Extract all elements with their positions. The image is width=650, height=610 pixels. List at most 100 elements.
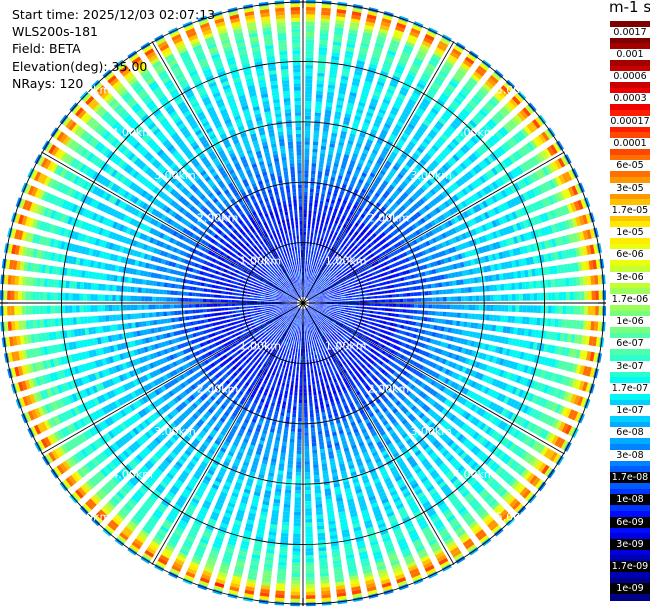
- range-gate: [450, 304, 454, 310]
- range-gate: [293, 515, 301, 520]
- range-gate: [305, 551, 314, 556]
- range-gate: [317, 233, 321, 238]
- range-gate: [329, 180, 335, 185]
- range-gate: [352, 77, 361, 84]
- range-gate: [318, 229, 322, 234]
- range-gate: [313, 130, 320, 135]
- range-gate: [308, 253, 311, 258]
- range-gate: [435, 290, 440, 295]
- range-gate: [500, 294, 505, 301]
- range-gate: [317, 61, 326, 67]
- range-gate: [303, 228, 307, 232]
- range-gate: [306, 268, 309, 272]
- range-gate: [327, 304, 331, 306]
- range-gate: [303, 359, 306, 364]
- range-gate: [324, 223, 328, 229]
- range-gate: [304, 108, 312, 113]
- range-gate: [304, 170, 309, 174]
- range-gate: [316, 365, 320, 370]
- range-gate: [317, 65, 326, 70]
- range-gate: [303, 213, 307, 218]
- range-gate: [352, 283, 357, 287]
- range-gate: [304, 155, 310, 160]
- range-gate: [382, 14, 393, 21]
- range-gate: [306, 279, 308, 283]
- range-gate: [453, 312, 458, 318]
- range-gate: [301, 341, 303, 346]
- range-gate: [296, 453, 302, 458]
- range-gate: [316, 350, 319, 355]
- range-gate: [307, 264, 309, 269]
- range-gate: [355, 311, 359, 315]
- range-gate: [346, 170, 352, 176]
- range-gate: [317, 174, 322, 179]
- range-gate: [576, 305, 581, 315]
- range-gate: [327, 88, 335, 93]
- range-gate: [319, 300, 324, 302]
- range-gate: [366, 303, 371, 306]
- range-gate: [303, 253, 306, 258]
- range-gate: [345, 109, 353, 115]
- range-gate: [299, 374, 303, 378]
- range-gate: [350, 88, 358, 94]
- range-gate: [308, 384, 312, 389]
- range-gate: [395, 298, 400, 303]
- range-gate: [351, 308, 356, 311]
- range-gate: [305, 75, 313, 80]
- range-gate: [452, 280, 457, 286]
- range-gate: [395, 25, 405, 33]
- range-gate: [369, 314, 374, 318]
- range-gate: [460, 312, 465, 319]
- range-gate: [318, 244, 322, 249]
- range-gate: [303, 275, 305, 279]
- range-gate: [304, 177, 309, 182]
- range-gate: [318, 372, 322, 377]
- range-gate: [338, 89, 346, 95]
- range-gate: [315, 496, 322, 501]
- range-gate: [396, 22, 407, 29]
- range-gate: [392, 299, 397, 303]
- range-gate: [369, 325, 374, 330]
- range-gate: [291, 569, 301, 574]
- range-gate: [376, 35, 387, 42]
- range-gate: [532, 280, 537, 289]
- range-gate: [329, 66, 338, 72]
- range-gate: [326, 298, 331, 301]
- range-gate: [362, 87, 370, 94]
- range-gate: [309, 410, 314, 414]
- range-gate: [333, 308, 338, 310]
- range-gate: [515, 305, 520, 313]
- range-gate: [377, 303, 382, 307]
- range-gate: [330, 300, 335, 302]
- range-gate: [317, 178, 322, 183]
- range-gate: [363, 279, 368, 283]
- range-gate: [371, 280, 376, 284]
- range-gate: [443, 296, 447, 302]
- range-gate: [310, 257, 313, 262]
- range-gate: [330, 136, 337, 141]
- range-gate: [295, 475, 302, 480]
- range-gate: [408, 320, 413, 325]
- range-gate: [307, 224, 311, 229]
- range-gate: [325, 381, 329, 386]
- range-gate: [442, 311, 447, 317]
- range-gate: [304, 468, 311, 473]
- range-gate: [382, 320, 387, 325]
- range-gate: [504, 305, 509, 312]
- range-gate: [550, 318, 555, 327]
- range-gate: [319, 401, 324, 406]
- range-gate: [456, 312, 461, 318]
- range-gate: [332, 48, 341, 54]
- range-gate: [336, 293, 341, 296]
- range-gate: [344, 307, 349, 310]
- range-gate: [317, 256, 321, 260]
- range-gate: [385, 53, 395, 60]
- range-gate: [490, 304, 494, 311]
- range-gate: [303, 392, 307, 397]
- range-gate: [320, 583, 330, 588]
- range-gate: [303, 238, 306, 243]
- range-gate: [391, 294, 396, 298]
- range-gate: [321, 142, 327, 147]
- range-gate: [304, 323, 306, 328]
- range-gate: [453, 296, 458, 302]
